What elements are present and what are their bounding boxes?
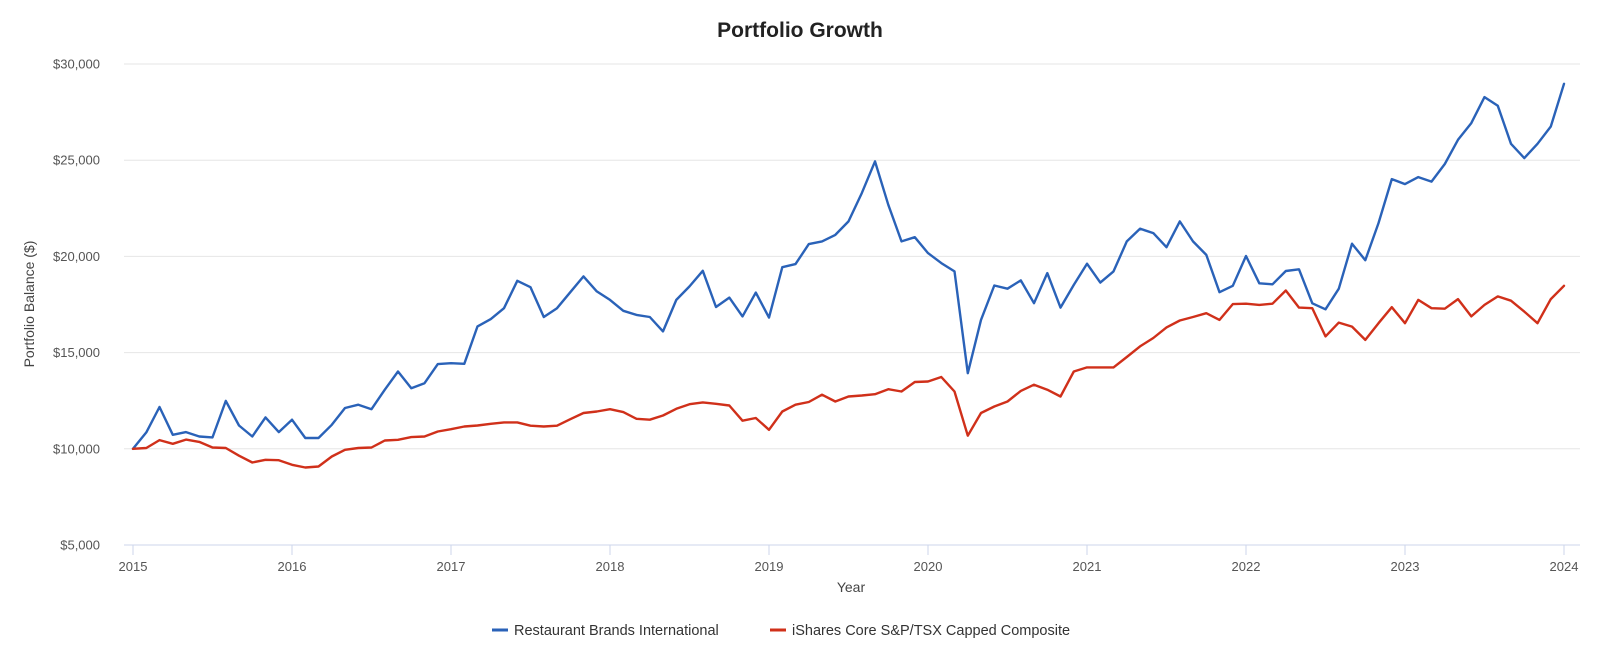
y-axis-tick-labels: $5,000 $10,000 $15,000 $20,000 $25,000 $30,00…: [53, 57, 100, 553]
y-tick-label: $20,000: [53, 249, 100, 264]
y-tick-label: $10,000: [53, 441, 100, 456]
y-gridlines: [124, 63, 1580, 450]
series-line-ishares-tsx[interactable]: [131, 284, 1566, 469]
x-tick-label: 2018: [596, 559, 625, 574]
x-tick-label: 2016: [278, 559, 307, 574]
legend-label-ishares-tsx: iShares Core S&P/TSX Capped Composite: [792, 623, 1070, 639]
y-tick-label: $5,000: [60, 538, 100, 553]
x-tick-label: 2019: [755, 559, 784, 574]
y-axis-title: Portfolio Balance ($): [21, 241, 37, 368]
x-axis-ticks: 2015 2016 2017 2018 2019 2020 2021 2022 2023 2024: [119, 545, 1579, 574]
x-tick-label: 2020: [914, 559, 943, 574]
x-tick-label: 2024: [1550, 559, 1579, 574]
chart-title: Portfolio Growth: [717, 19, 883, 42]
x-tick-label: 2021: [1073, 559, 1102, 574]
legend: Restaurant Brands International iShares …: [492, 623, 1070, 639]
legend-item-ishares-tsx[interactable]: iShares Core S&P/TSX Capped Composite: [770, 623, 1070, 639]
legend-item-restaurant-brands[interactable]: Restaurant Brands International: [492, 623, 719, 639]
x-tick-label: 2022: [1232, 559, 1261, 574]
series-line-restaurant-brands[interactable]: [131, 82, 1566, 450]
y-tick-label: $25,000: [53, 153, 100, 168]
x-tick-label: 2023: [1391, 559, 1420, 574]
legend-label-restaurant-brands: Restaurant Brands International: [514, 623, 719, 639]
y-tick-label: $30,000: [53, 57, 100, 72]
x-axis-title: Year: [837, 579, 866, 595]
x-tick-label: 2015: [119, 559, 148, 574]
y-tick-label: $15,000: [53, 345, 100, 360]
series-lines: [131, 82, 1566, 469]
x-tick-label: 2017: [437, 559, 466, 574]
